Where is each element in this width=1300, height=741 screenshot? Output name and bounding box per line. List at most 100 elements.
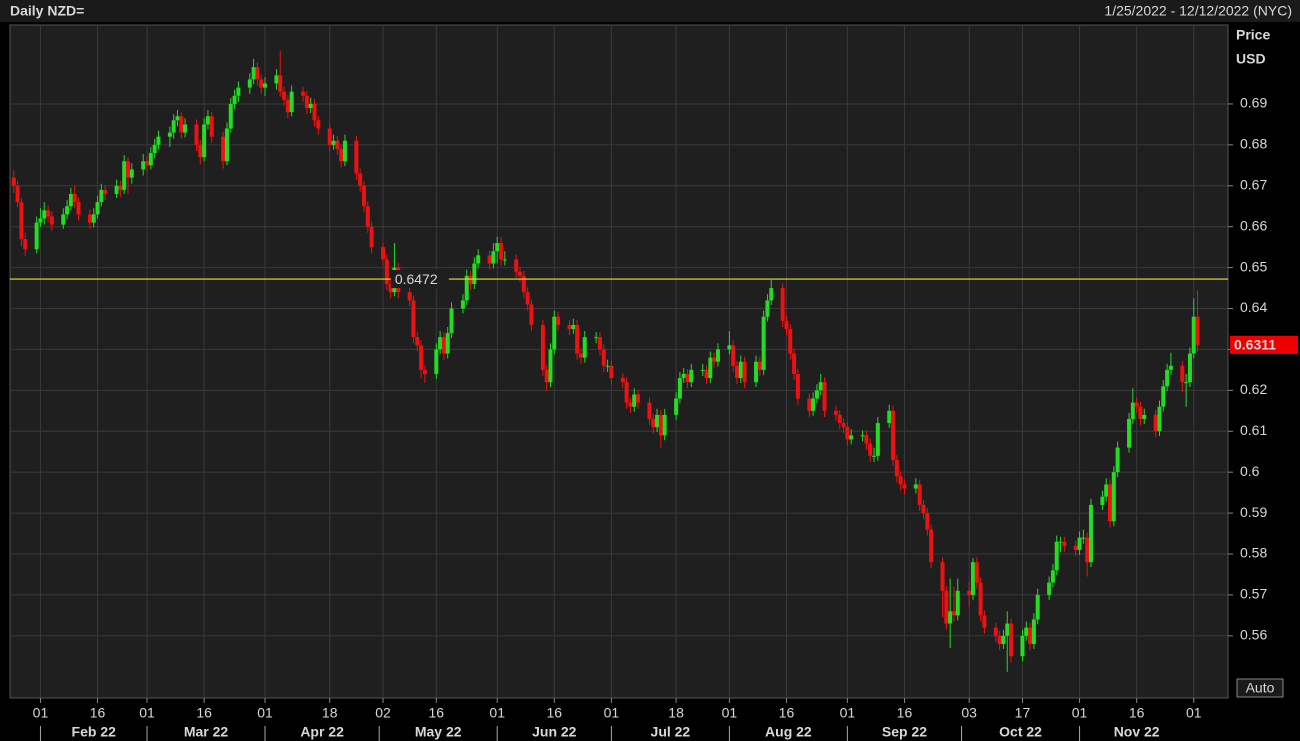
candle-body [624, 382, 629, 403]
candle-body [567, 324, 572, 329]
candle-body [689, 369, 694, 383]
plot-area [9, 24, 1229, 699]
candle-body [1005, 623, 1010, 636]
candle-body [103, 189, 108, 194]
candle-body [955, 590, 960, 616]
candle-body [46, 210, 51, 217]
candle-body [715, 349, 720, 362]
candle-body [438, 337, 443, 350]
candle-body [556, 316, 561, 325]
candle-body [849, 435, 854, 440]
candle-body [925, 513, 930, 530]
candle-body [156, 136, 161, 145]
x-tick-label: 17 [1015, 705, 1031, 721]
candle-body [1088, 504, 1093, 563]
candle-body [1050, 570, 1055, 583]
month-label: Apr 22 [300, 724, 344, 740]
month-label: Mar 22 [184, 724, 229, 740]
candle-body [76, 202, 81, 215]
candle-body [628, 402, 633, 407]
x-tick-label: 01 [489, 705, 505, 721]
candle-body [381, 247, 386, 260]
candle-body [818, 382, 823, 391]
x-tick-label: 01 [722, 705, 738, 721]
auto-button[interactable] [1236, 678, 1284, 698]
candle-body [34, 222, 39, 250]
candle-body [1130, 402, 1135, 419]
candle-body [734, 365, 739, 379]
candle-body [1168, 365, 1173, 370]
candle-body [822, 382, 827, 411]
y-tick-label: 0.56 [1240, 627, 1267, 643]
candle-body [677, 378, 682, 399]
candle-body [316, 120, 321, 129]
candle-body [993, 627, 998, 636]
month-label: Aug 22 [765, 724, 812, 740]
last-price-label: 0.6311 [1234, 337, 1276, 353]
candle-body [339, 148, 344, 162]
candle-body [921, 504, 926, 514]
candle-body [464, 275, 469, 301]
candle-body [742, 361, 747, 383]
x-tick-label: 16 [90, 705, 106, 721]
candle-body [1157, 406, 1162, 432]
x-tick-label: 01 [1072, 705, 1088, 721]
candle-body [361, 185, 366, 207]
candle-body [1035, 594, 1040, 620]
candle-body [502, 259, 507, 261]
candle-body [460, 300, 465, 309]
month-label: Sep 22 [882, 724, 927, 740]
x-tick-label: 16 [1129, 705, 1145, 721]
candle-body [1161, 386, 1166, 407]
candle-body [255, 67, 260, 80]
candle-body [902, 484, 907, 489]
candle-body [194, 124, 199, 145]
auto-button-label[interactable]: Auto [1246, 680, 1275, 696]
candle-body [1100, 496, 1105, 505]
candle-body [681, 373, 686, 379]
candle-body [704, 369, 709, 379]
month-label: Nov 22 [1114, 724, 1160, 740]
candle-body [978, 582, 983, 616]
candle-body [518, 271, 523, 276]
candle-body [529, 304, 534, 325]
candle-body [632, 394, 637, 407]
candle-body [358, 173, 363, 186]
candle-body [887, 410, 892, 424]
candle-body [929, 529, 934, 563]
candle-body [289, 91, 294, 113]
candle-body [445, 333, 450, 354]
x-tick-label: 01 [604, 705, 620, 721]
candle-body [1191, 316, 1196, 354]
candle-body [468, 275, 473, 284]
candle-body [757, 361, 762, 370]
candle-body [636, 394, 641, 403]
candle-body [148, 153, 153, 166]
candle-body [11, 177, 16, 186]
candle-body [864, 435, 869, 444]
candle-body [658, 414, 663, 436]
candle-body [868, 443, 873, 456]
candle-body [415, 337, 420, 346]
candle-body [788, 328, 793, 354]
candle-body [312, 103, 317, 121]
candle-body [301, 91, 306, 96]
candle-body [780, 288, 785, 321]
candle-body [434, 349, 439, 374]
y-tick-label: 0.61 [1240, 422, 1267, 438]
candle-body [99, 189, 104, 203]
candle-body [795, 373, 800, 399]
month-label: Oct 22 [999, 724, 1042, 740]
x-tick-label: 16 [429, 705, 445, 721]
candle-body [578, 353, 583, 358]
candle-body [152, 144, 157, 154]
candle-body [1138, 406, 1143, 419]
candle-body [304, 95, 309, 109]
x-tick-label: 01 [257, 705, 273, 721]
candle-body [1024, 627, 1029, 636]
date-range: 1/25/2022 - 12/12/2022 (NYC) [1104, 3, 1292, 19]
candle-body [894, 459, 899, 477]
candle-body [970, 562, 975, 595]
candle-body [205, 116, 210, 125]
candle-body [259, 79, 264, 88]
